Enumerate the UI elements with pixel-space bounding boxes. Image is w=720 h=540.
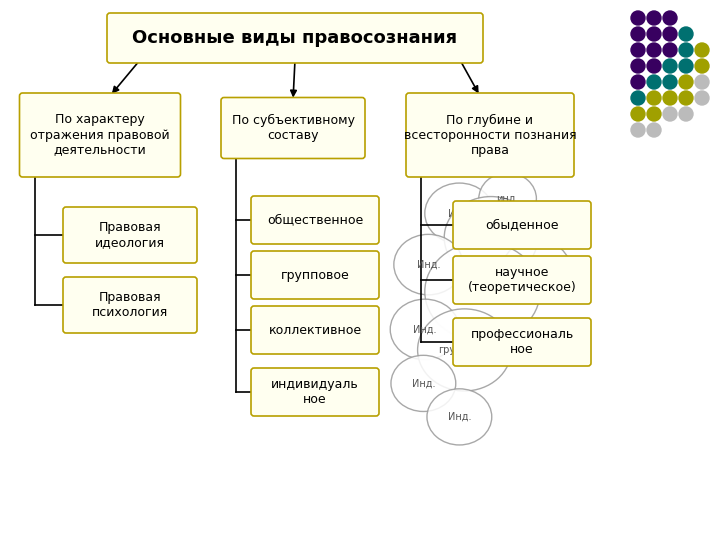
Text: По глубине и
всесторонности познания
права: По глубине и всесторонности познания пра… (404, 113, 576, 157)
Circle shape (695, 43, 709, 57)
Text: По характеру
отражения правовой
деятельности: По характеру отражения правовой деятельн… (30, 113, 170, 157)
FancyBboxPatch shape (406, 93, 574, 177)
FancyBboxPatch shape (453, 318, 591, 366)
Circle shape (631, 91, 645, 105)
FancyBboxPatch shape (251, 196, 379, 244)
Circle shape (695, 75, 709, 89)
Circle shape (647, 123, 661, 137)
Text: Обществ.: Обществ. (458, 287, 507, 296)
FancyBboxPatch shape (19, 93, 181, 177)
Text: Правовая
идеология: Правовая идеология (95, 221, 165, 249)
Circle shape (647, 75, 661, 89)
Circle shape (647, 27, 661, 41)
Text: коллективное: коллективное (269, 323, 361, 336)
Ellipse shape (425, 183, 494, 244)
Circle shape (647, 11, 661, 25)
Ellipse shape (427, 389, 492, 445)
Circle shape (631, 107, 645, 121)
Text: индивидуаль
ное: индивидуаль ное (271, 378, 359, 406)
Circle shape (679, 59, 693, 73)
Circle shape (631, 75, 645, 89)
Text: научное
(теоретическое): научное (теоретическое) (467, 266, 577, 294)
Text: Инд.: Инд. (417, 260, 440, 269)
FancyBboxPatch shape (453, 201, 591, 249)
Circle shape (663, 107, 677, 121)
Circle shape (663, 43, 677, 57)
FancyBboxPatch shape (251, 368, 379, 416)
Circle shape (631, 123, 645, 137)
Circle shape (647, 43, 661, 57)
Circle shape (679, 75, 693, 89)
Text: Инд.: Инд. (448, 208, 471, 218)
Circle shape (663, 11, 677, 25)
Text: Инд.: Инд. (448, 412, 471, 422)
Circle shape (679, 27, 693, 41)
Text: Инд.: Инд. (413, 325, 436, 334)
Circle shape (647, 107, 661, 121)
Circle shape (695, 59, 709, 73)
Circle shape (679, 91, 693, 105)
Circle shape (631, 11, 645, 25)
Text: обыденное: обыденное (485, 219, 559, 232)
Text: инд.: инд. (525, 265, 548, 275)
FancyBboxPatch shape (107, 13, 483, 63)
FancyBboxPatch shape (63, 207, 197, 263)
Circle shape (663, 91, 677, 105)
Circle shape (631, 43, 645, 57)
Text: Правовая
психология: Правовая психология (92, 291, 168, 319)
Text: инд.: инд. (496, 194, 519, 204)
Ellipse shape (391, 355, 456, 411)
Circle shape (695, 91, 709, 105)
Ellipse shape (502, 240, 571, 300)
Text: групповое: групповое (464, 233, 518, 242)
Circle shape (679, 107, 693, 121)
Text: По субъективному
составу: По субъективному составу (232, 114, 354, 142)
FancyBboxPatch shape (251, 251, 379, 299)
Circle shape (663, 27, 677, 41)
Ellipse shape (418, 309, 511, 391)
Circle shape (631, 27, 645, 41)
Text: групповое: групповое (281, 268, 349, 281)
FancyBboxPatch shape (221, 98, 365, 159)
Text: общественное: общественное (267, 213, 363, 226)
Ellipse shape (479, 173, 536, 225)
Text: Основные виды правосознания: Основные виды правосознания (132, 29, 458, 47)
Ellipse shape (444, 197, 538, 279)
Circle shape (679, 43, 693, 57)
Circle shape (647, 59, 661, 73)
Ellipse shape (390, 299, 459, 360)
Circle shape (663, 75, 677, 89)
Text: профессиональ
ное: профессиональ ное (470, 328, 574, 356)
Text: Инд.: Инд. (412, 379, 435, 388)
Text: групповое: групповое (438, 345, 491, 355)
Circle shape (663, 59, 677, 73)
Ellipse shape (425, 242, 540, 341)
FancyBboxPatch shape (63, 277, 197, 333)
Ellipse shape (394, 234, 463, 295)
FancyBboxPatch shape (453, 256, 591, 304)
Circle shape (631, 59, 645, 73)
Circle shape (647, 91, 661, 105)
FancyBboxPatch shape (251, 306, 379, 354)
